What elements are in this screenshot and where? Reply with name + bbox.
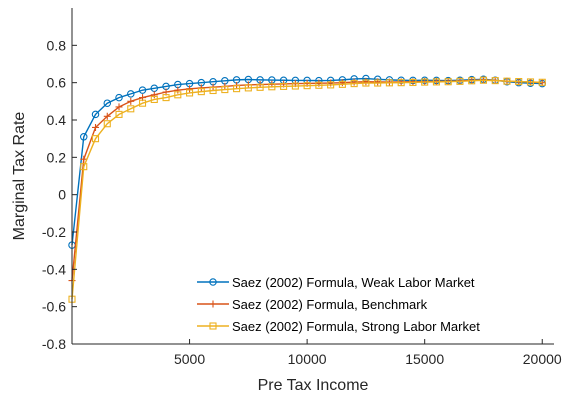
y-axis-label: Marginal Tax Rate: [11, 112, 28, 241]
data-point-marker: [186, 89, 194, 97]
data-point-marker: [197, 84, 205, 92]
data-point-marker: [174, 86, 182, 94]
data-point-marker: [479, 76, 488, 84]
data-point-marker: [115, 93, 123, 102]
data-point-marker: [444, 78, 452, 86]
data-point-marker: [409, 78, 417, 87]
data-point-marker: [127, 97, 135, 105]
data-point-marker: [127, 105, 135, 113]
data-point-marker: [115, 103, 123, 111]
data-point-marker: [209, 278, 217, 286]
data-point-marker: [92, 123, 100, 131]
data-point-marker: [456, 77, 464, 85]
data-point-marker: [244, 84, 252, 92]
data-point-marker: [315, 81, 323, 89]
series-line: [71, 79, 543, 300]
legend-label: Saez (2002) Formula, Benchmark: [232, 297, 428, 312]
y-tick-label: -0.6: [42, 299, 66, 315]
legend-box: [192, 264, 551, 338]
data-point-marker: [338, 80, 346, 88]
data-point-marker: [526, 78, 535, 86]
data-point-marker: [256, 83, 264, 91]
data-point-marker: [209, 86, 217, 95]
y-tick-label: -0.2: [42, 224, 66, 240]
data-point-marker: [221, 86, 229, 94]
y-tick-label: -0.4: [42, 261, 66, 277]
x-tick-label: 10000: [288, 351, 327, 367]
y-tick-label: -0.8: [42, 336, 66, 352]
data-point-marker: [503, 77, 511, 85]
data-point-marker: [115, 110, 123, 118]
data-point-marker: [280, 82, 288, 90]
legend-entry: Saez (2002) Formula, Weak Labor Market: [197, 275, 475, 290]
data-point-marker: [174, 91, 182, 99]
data-point-marker: [327, 81, 335, 89]
data-point-marker: [103, 99, 112, 107]
series-layer: [68, 74, 546, 303]
x-tick-label: 15000: [405, 351, 444, 367]
data-point-marker: [91, 110, 100, 119]
data-point-marker: [268, 83, 276, 91]
data-point-marker: [233, 85, 241, 93]
data-point-marker: [127, 90, 135, 98]
legend-entry: Saez (2002) Formula, Benchmark: [197, 297, 428, 312]
legend-label: Saez (2002) Formula, Weak Labor Market: [232, 275, 475, 290]
ticks-layer: 5000 10000 15000 20000 -0.8 -0.6 -0.4 -0.2 0 0.2 0…: [42, 37, 562, 367]
y-tick-label: 0.8: [47, 37, 67, 53]
data-point-marker: [162, 94, 170, 102]
data-point-marker: [138, 86, 147, 94]
data-point-marker: [103, 112, 111, 120]
x-axis-label: Pre Tax Income: [258, 377, 369, 394]
data-point-marker: [350, 80, 358, 88]
data-point-marker: [80, 163, 88, 171]
data-point-marker: [150, 91, 158, 99]
data-point-marker: [197, 88, 205, 96]
data-point-marker: [209, 300, 217, 308]
x-tick-label: 20000: [523, 351, 562, 367]
data-point-marker: [186, 85, 194, 93]
data-point-marker: [150, 95, 158, 104]
data-point-marker: [80, 155, 88, 163]
data-point-marker: [491, 77, 499, 85]
data-point-marker: [538, 78, 546, 86]
data-point-marker: [362, 78, 370, 86]
data-point-marker: [385, 79, 393, 87]
x-tick-label: 5000: [174, 351, 205, 367]
data-point-marker: [91, 135, 100, 143]
data-point-marker: [421, 78, 429, 86]
legend: Saez (2002) Formula, Weak Labor Market Sa…: [192, 264, 551, 338]
data-point-marker: [80, 133, 88, 141]
data-point-marker: [374, 79, 382, 87]
y-tick-label: 0.2: [47, 149, 67, 165]
y-tick-label: 0.6: [47, 75, 67, 91]
y-tick-label: 0.4: [47, 112, 67, 128]
data-point-marker: [432, 78, 440, 86]
data-point-marker: [303, 82, 311, 90]
data-point-marker: [291, 82, 299, 90]
legend-label: Saez (2002) Formula, Strong Labor Market: [232, 319, 480, 334]
legend-entry: Saez (2002) Formula, Strong Labor Market: [197, 319, 480, 334]
y-tick-label: 0: [58, 187, 66, 203]
data-point-marker: [103, 120, 111, 128]
data-point-marker: [362, 79, 370, 87]
data-point-marker: [468, 77, 476, 85]
data-point-marker: [397, 79, 405, 87]
data-point-marker: [515, 77, 523, 86]
data-point-marker: [138, 99, 147, 107]
data-point-marker: [350, 78, 358, 86]
data-point-marker: [209, 322, 217, 330]
